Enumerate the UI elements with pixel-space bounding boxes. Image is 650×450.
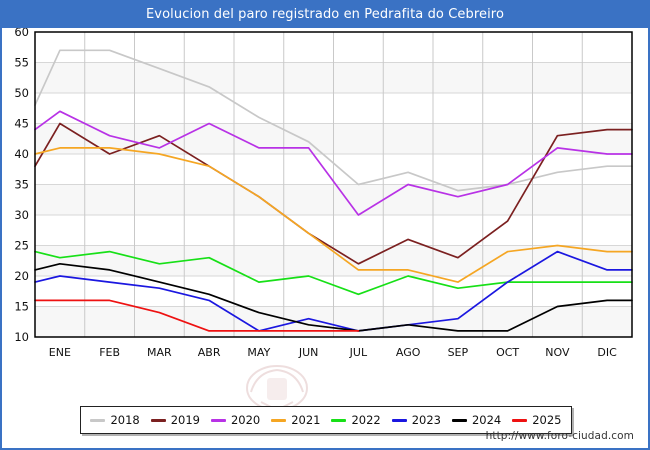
x-tick-DIC: DIC	[597, 346, 617, 359]
legend-swatch-2023	[391, 418, 407, 422]
y-tick-20: 20	[14, 269, 29, 283]
x-tick-JUN: JUN	[298, 346, 319, 359]
legend-label-2024: 2024	[471, 413, 502, 427]
window-title: Evolucion del paro registrado en Pedrafi…	[2, 2, 648, 28]
series-line-2021	[34, 147, 633, 283]
series-line-2022	[34, 250, 633, 296]
y-tick-45: 45	[14, 117, 29, 131]
y-tick-10: 10	[14, 330, 29, 344]
series-line-2025	[34, 299, 360, 332]
series-line-2018	[34, 49, 633, 192]
legend-label-2018: 2018	[110, 413, 140, 427]
legend-item-2024[interactable]: 2024	[451, 413, 502, 427]
legend-swatch-2019	[150, 418, 166, 422]
y-tick-25: 25	[14, 239, 29, 253]
grid-lines	[35, 32, 632, 337]
series-line-2024	[34, 262, 633, 332]
y-tick-35: 35	[14, 178, 29, 192]
x-tick-SEP: SEP	[448, 346, 469, 359]
x-tick-OCT: OCT	[496, 346, 519, 359]
legend-item-2023[interactable]: 2023	[391, 413, 442, 427]
legend-item-2019[interactable]: 2019	[150, 413, 201, 427]
y-tick-15: 15	[14, 300, 29, 314]
x-tick-ABR: ABR	[198, 346, 221, 359]
legend-label-2019: 2019	[170, 413, 201, 427]
legend-item-2020[interactable]: 2020	[210, 413, 261, 427]
legend-label-2023: 2023	[411, 413, 442, 427]
y-tick-55: 55	[14, 56, 29, 70]
series-line-2019	[34, 122, 633, 265]
legend-label-2025: 2025	[532, 413, 562, 427]
plot-border	[34, 31, 633, 338]
legend-label-2020: 2020	[230, 413, 261, 427]
x-axis-tick-labels: ENE FEB MAR ABR MAY JUN JUL AGO SEP OCT NOV DIC	[49, 346, 617, 359]
x-tick-MAR: MAR	[147, 346, 172, 359]
legend-item-2018[interactable]: 2018	[90, 413, 140, 427]
y-tick-50: 50	[14, 86, 29, 100]
series-line-2020	[34, 110, 633, 216]
y-axis-tick-labels: 10 15 20 25 30 35 40 45 50 55 60	[14, 28, 29, 344]
legend-swatch-2021	[271, 418, 287, 422]
x-tick-FEB: FEB	[99, 346, 120, 359]
legend-swatch-2024	[451, 418, 467, 422]
legend-swatch-2025	[512, 418, 528, 422]
legend-swatch-2020	[210, 418, 226, 422]
y-tick-40: 40	[14, 147, 29, 161]
legend-swatch-2018	[90, 418, 106, 422]
series-line-2023	[34, 250, 633, 332]
legend-swatch-2022	[331, 418, 347, 422]
legend-label-2022: 2022	[351, 413, 381, 427]
source-url: http://www.foro-ciudad.com	[485, 430, 634, 442]
legend-label-2021: 2021	[291, 413, 321, 427]
x-tick-ENE: ENE	[49, 346, 71, 359]
data-series-group	[34, 49, 633, 332]
x-tick-AGO: AGO	[396, 346, 421, 359]
y-tick-30: 30	[14, 208, 29, 222]
chart-legend: 2018 2019 2020 2021 2022 2023 2024 2025	[80, 406, 572, 434]
legend-item-2021[interactable]: 2021	[271, 413, 321, 427]
x-tick-JUL: JUL	[349, 346, 368, 359]
chart-plot-area: 10 15 20 25 30 35 40 45 50 55 60 ENE FEB MAR ABR MAY JU…	[2, 28, 648, 448]
x-tick-MAY: MAY	[247, 346, 270, 359]
y-tick-60: 60	[14, 28, 29, 39]
legend-item-2022[interactable]: 2022	[331, 413, 381, 427]
line-chart-svg: 10 15 20 25 30 35 40 45 50 55 60 ENE FEB MAR ABR MAY JU…	[14, 28, 633, 359]
x-tick-NOV: NOV	[545, 346, 570, 359]
legend-item-2025[interactable]: 2025	[512, 413, 562, 427]
